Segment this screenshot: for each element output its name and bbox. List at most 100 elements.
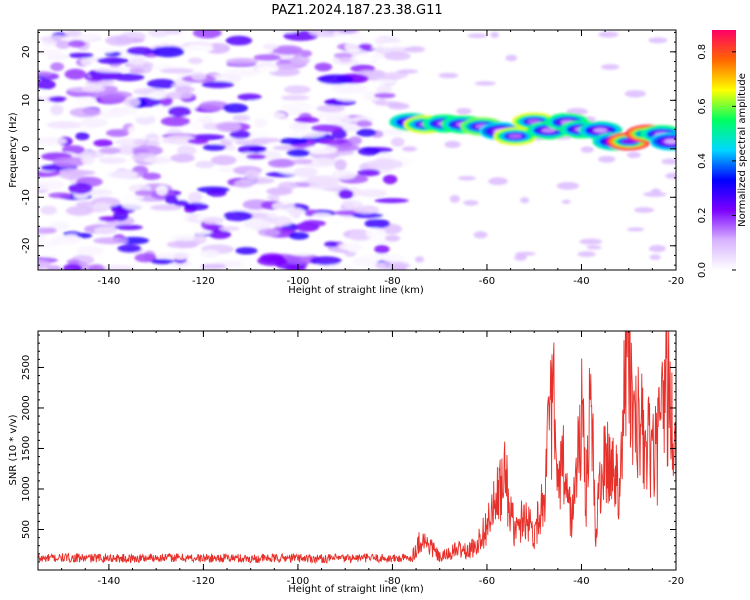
noise-blob — [266, 187, 293, 196]
colorbar-tick-label: 0.6 — [697, 98, 708, 114]
noise-blob — [206, 189, 227, 197]
noise-blob — [225, 35, 253, 46]
noise-blob — [68, 182, 93, 194]
noise-blob — [561, 199, 571, 204]
noise-blob — [404, 46, 426, 53]
snr-series-line — [38, 331, 676, 565]
noise-blob — [93, 139, 113, 147]
noise-blob — [202, 216, 224, 225]
noise-blob — [38, 48, 61, 56]
noise-blob — [184, 202, 209, 211]
noise-blob — [222, 103, 249, 113]
noise-blob — [201, 81, 235, 89]
noise-blob — [514, 254, 527, 261]
noise-blob — [463, 200, 479, 206]
spectrogram-heatmap — [38, 30, 676, 270]
noise-blob — [247, 187, 261, 196]
noise-blob — [357, 169, 381, 177]
y-tick-label: 2000 — [21, 395, 32, 420]
y-tick-label: 2500 — [21, 355, 32, 380]
noise-blob — [334, 159, 347, 171]
noise-blob — [55, 40, 71, 49]
noise-blob — [624, 90, 646, 98]
signal-blob — [593, 127, 608, 133]
spectrogram-y-ticks: -20 -10 0 10 20 — [21, 31, 676, 266]
noise-blob — [81, 155, 95, 165]
noise-blob — [117, 244, 142, 253]
signal-blob — [621, 139, 636, 144]
x-tick-label: -20 — [668, 276, 684, 287]
noise-blob — [81, 85, 106, 93]
noise-blob — [89, 70, 124, 81]
noise-blob — [173, 199, 189, 207]
noise-blob — [648, 37, 668, 44]
noise-blob — [336, 95, 360, 102]
noise-blob — [374, 244, 390, 254]
noise-blob — [330, 219, 344, 225]
noise-blob — [232, 114, 251, 122]
noise-blob — [601, 64, 620, 70]
noise-blob — [649, 245, 666, 253]
noise-blob — [234, 179, 254, 189]
noise-blob — [348, 136, 362, 145]
noise-blob — [123, 97, 141, 108]
noise-blob — [44, 227, 57, 234]
noise-blob — [384, 235, 401, 242]
colorbar-tick-label: 0.8 — [697, 44, 708, 60]
y-tick-label: -10 — [21, 189, 32, 205]
noise-blob — [38, 71, 53, 77]
noise-blob — [246, 154, 266, 160]
noise-blob — [338, 243, 363, 251]
noise-blob — [473, 231, 488, 239]
noise-blob — [283, 30, 319, 41]
snr-y-ticks: 500 1000 1500 2000 2500 — [21, 334, 676, 571]
noise-blob — [354, 53, 374, 63]
noise-blob — [305, 175, 341, 186]
noise-blob — [289, 122, 310, 131]
noise-blob — [224, 145, 236, 151]
noise-blob — [150, 258, 174, 265]
noise-blob — [128, 125, 141, 136]
noise-blob — [467, 33, 488, 39]
noise-blob — [66, 259, 80, 265]
noise-blob — [77, 232, 93, 239]
noise-blob — [105, 35, 134, 46]
noise-blob — [374, 92, 396, 99]
noise-blob — [39, 248, 68, 258]
noise-blob — [351, 212, 384, 219]
spectrogram-x-ticks: -140 -120 -100 -80 -60 -40 -20 — [37, 30, 684, 287]
noise-blob — [195, 160, 215, 169]
y-tick-label: 500 — [21, 520, 32, 539]
noise-blob — [323, 264, 340, 270]
noise-blob — [118, 236, 149, 245]
noise-blob — [255, 66, 279, 73]
noise-blob — [474, 81, 496, 86]
noise-blob — [312, 212, 332, 219]
noise-blob — [129, 68, 145, 74]
noise-blob — [283, 85, 311, 94]
noise-blob — [375, 57, 389, 68]
noise-blob — [63, 263, 83, 270]
noise-blob — [267, 158, 296, 168]
noise-blob — [444, 140, 461, 149]
noise-blob — [243, 219, 273, 230]
chart-title: PAZ1.2024.187.23.38.G11 — [271, 3, 442, 18]
noise-blob — [627, 227, 645, 232]
noise-blob — [50, 104, 64, 116]
noise-blob — [155, 185, 168, 196]
spectrogram-frame — [37, 29, 677, 271]
noise-blob — [164, 91, 194, 100]
x-tick-label: -100 — [287, 276, 310, 287]
noise-blob — [665, 172, 676, 179]
noise-blob — [106, 170, 139, 179]
noise-blob — [134, 190, 153, 197]
x-tick-label: -100 — [287, 576, 310, 587]
y-tick-label: 0 — [21, 146, 32, 152]
noise-blob — [43, 180, 65, 190]
noise-blob — [505, 54, 518, 62]
noise-blob — [384, 51, 411, 61]
noise-blob — [152, 46, 185, 58]
noise-blob — [98, 216, 119, 222]
colorbar-gradient — [712, 30, 736, 270]
noise-blob — [76, 245, 104, 256]
